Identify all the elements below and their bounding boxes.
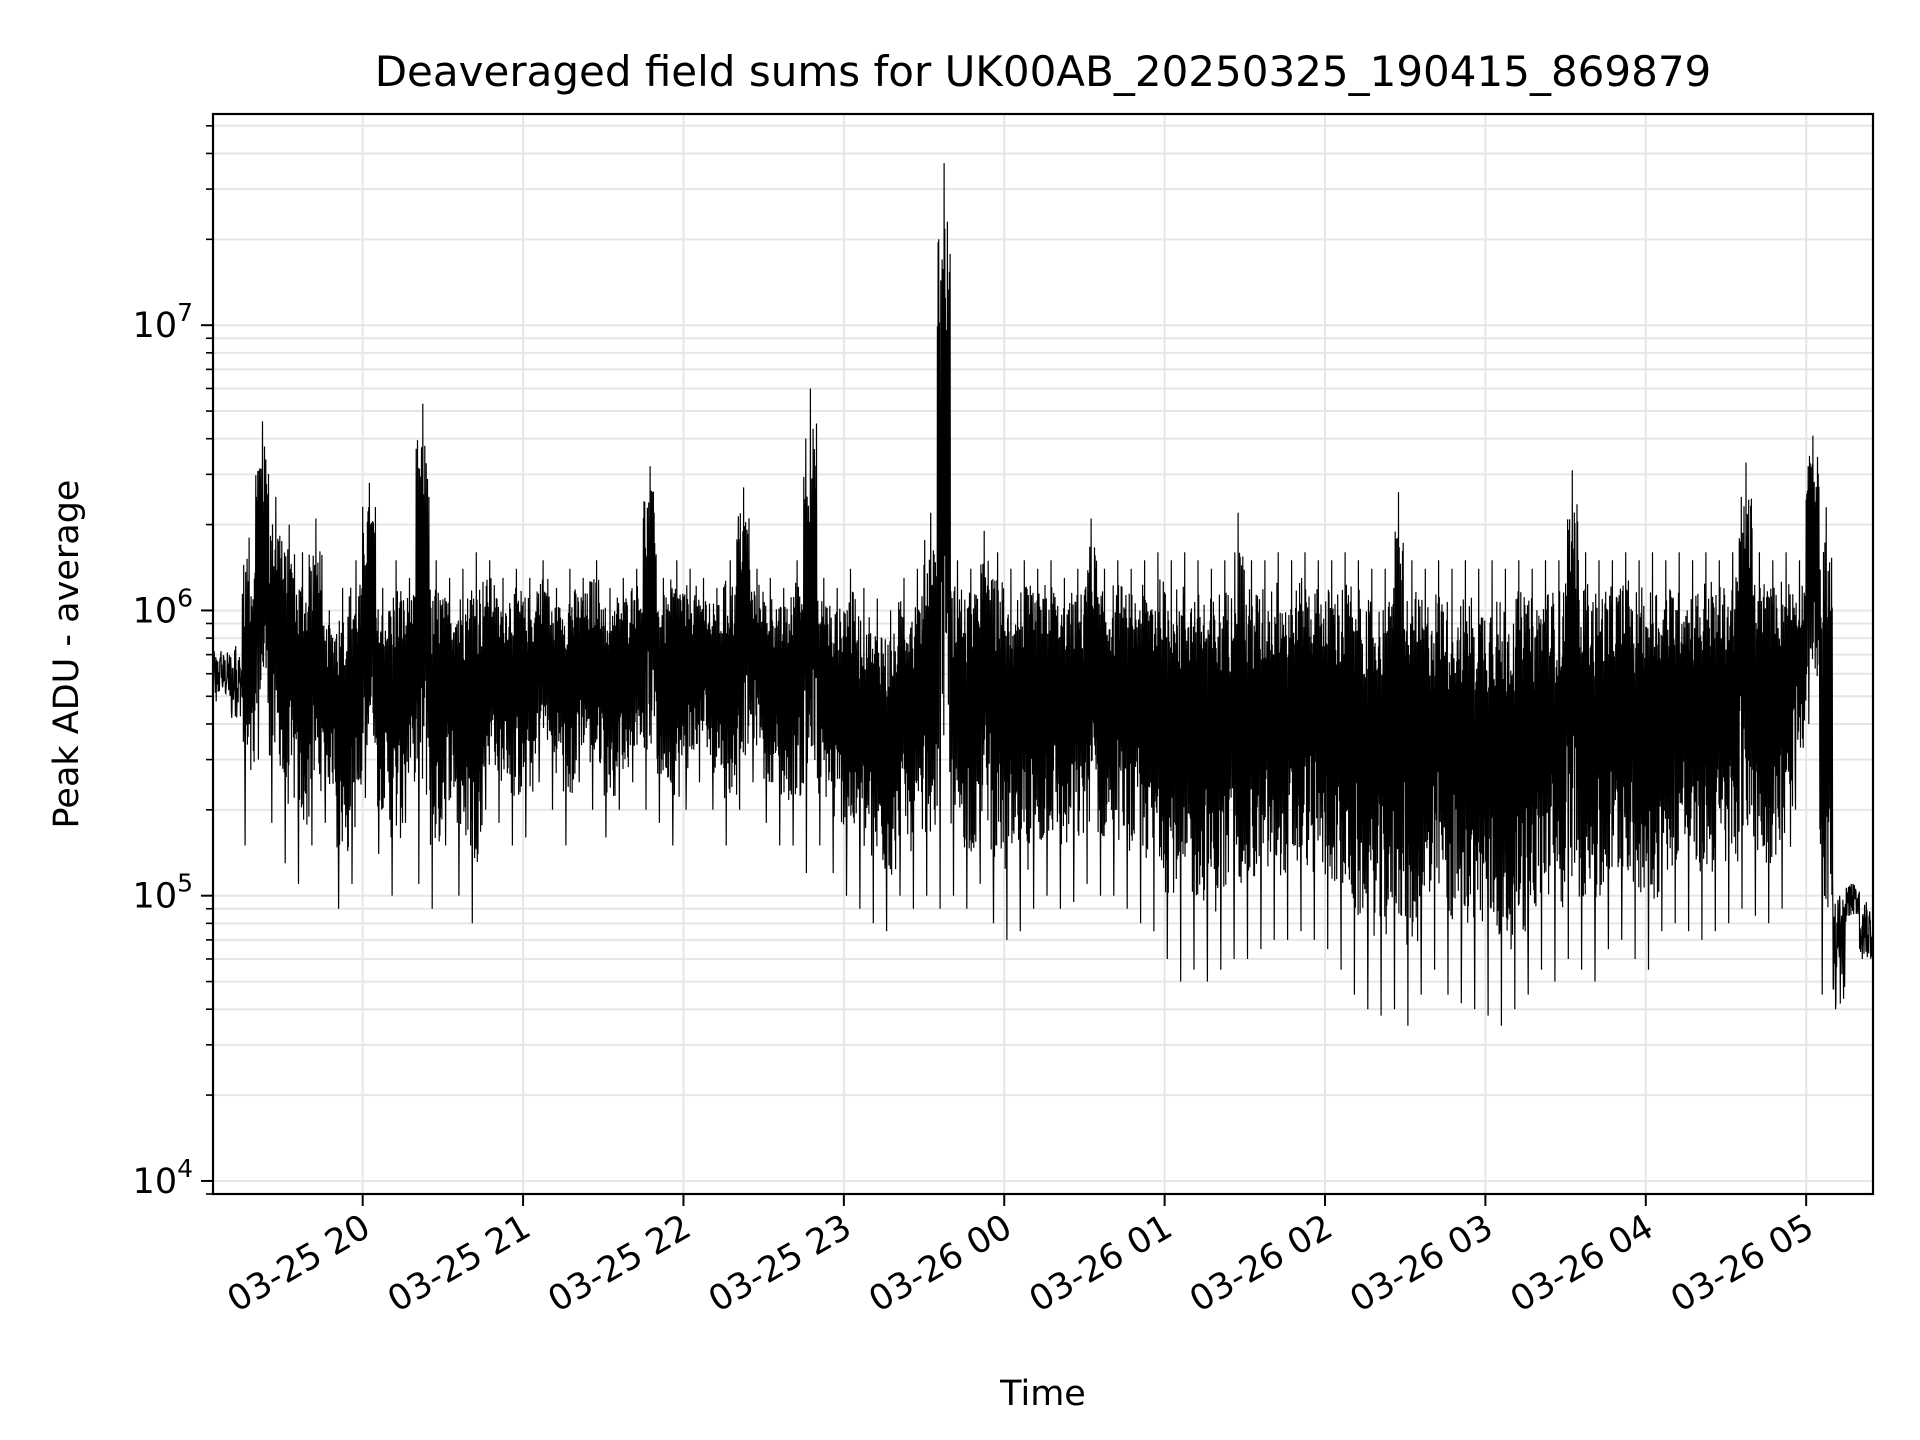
- chart-title: Deaveraged field sums for UK00AB_2025032…: [375, 47, 1712, 96]
- y-axis-label: Peak ADU - average: [47, 480, 87, 829]
- y-tick-label: 106: [133, 583, 193, 631]
- x-axis-label: Time: [999, 1374, 1086, 1414]
- y-axis: 104 105 106 107: [133, 125, 213, 1202]
- y-tick-label: 105: [133, 869, 193, 917]
- series-line: [212, 163, 1874, 1096]
- y-tick-label: 104: [133, 1154, 193, 1202]
- y-tick-label: 107: [133, 298, 193, 346]
- series-layer: [212, 163, 1874, 1096]
